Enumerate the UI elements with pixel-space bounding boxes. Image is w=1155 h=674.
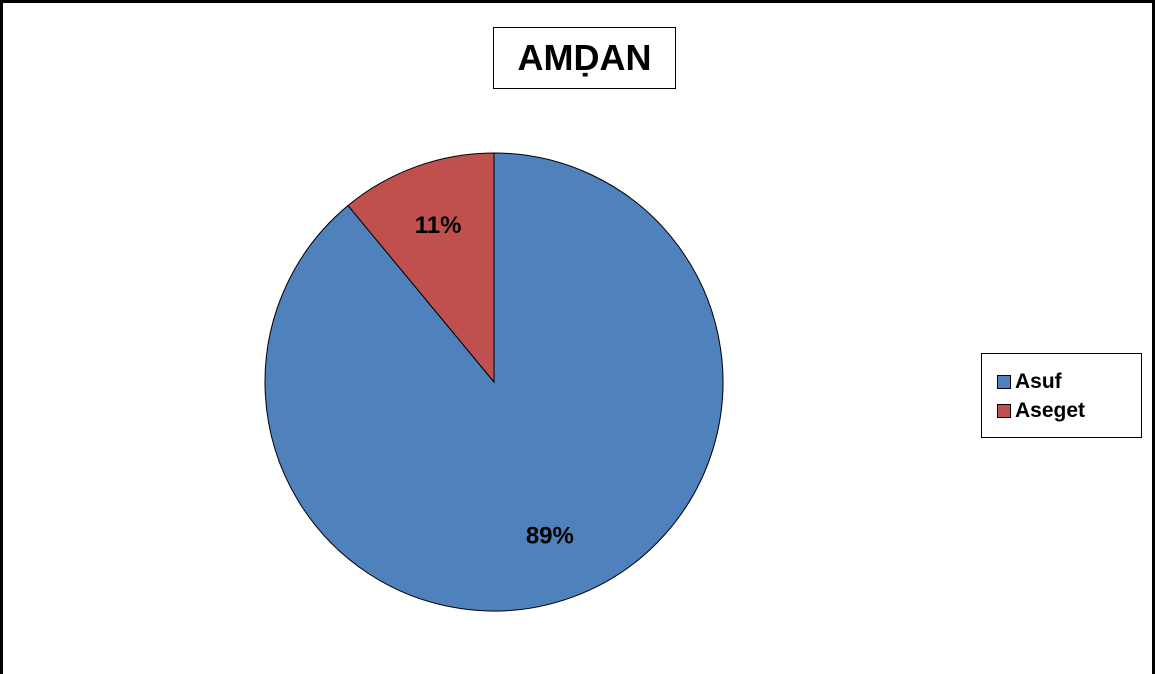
pie-slice-aseget: [347, 152, 495, 384]
legend-item-asuf: Asuf: [997, 370, 1062, 393]
legend-swatch-asuf: [997, 375, 1011, 389]
legend-item-aseget: Aseget: [997, 399, 1086, 422]
pie-label-asuf: 89%: [526, 522, 574, 549]
chart-title: AMḌAN: [493, 27, 676, 89]
legend-label-aseget: Aseget: [1015, 399, 1086, 422]
legend-label-asuf: Asuf: [1015, 370, 1062, 393]
pie-label-aseget: 11%: [415, 212, 462, 239]
legend: Asuf Aseget: [981, 353, 1142, 438]
legend-swatch-aseget: [997, 404, 1011, 418]
